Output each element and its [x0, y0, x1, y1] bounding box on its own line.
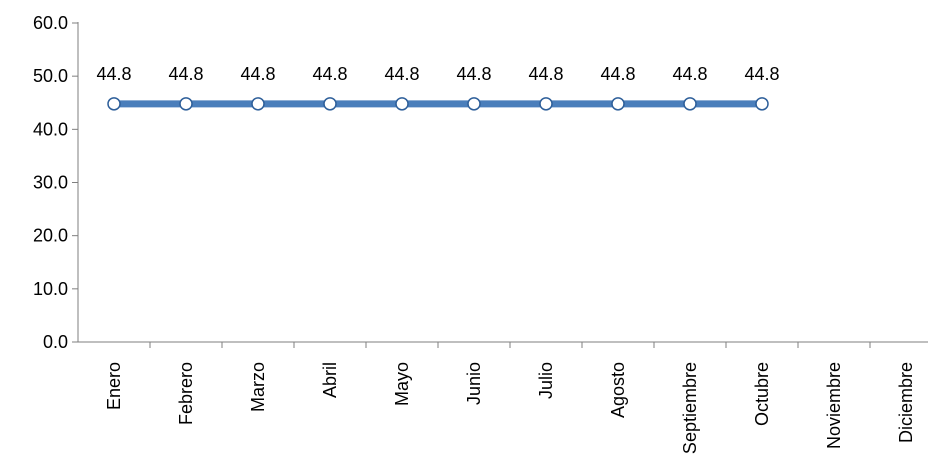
data-label: 44.8 [600, 64, 635, 84]
y-tick-label: 60.0 [33, 13, 68, 33]
data-label: 44.8 [456, 64, 491, 84]
data-label: 44.8 [96, 64, 131, 84]
y-tick-label: 30.0 [33, 173, 68, 193]
data-point [611, 97, 625, 111]
data-label-group: 44.8 44.8 44.8 44.8 44.8 44.8 44.8 44.8 44.8 44.8 [96, 64, 779, 84]
data-point [467, 97, 481, 111]
x-tick-label: Diciembre [896, 362, 916, 443]
data-label: 44.8 [744, 64, 779, 84]
series-line-group [107, 97, 769, 111]
x-tick-label: Noviembre [824, 362, 844, 449]
y-tick-label: 50.0 [33, 66, 68, 86]
data-label: 44.8 [240, 64, 275, 84]
x-tick-label: Enero [104, 362, 124, 410]
data-label: 44.8 [672, 64, 707, 84]
data-point [539, 97, 553, 111]
data-label: 44.8 [168, 64, 203, 84]
x-tick-label: Julio [536, 362, 556, 399]
x-axis: Enero Febrero Marzo Abril Mayo Junio Julio Agos… [78, 341, 928, 454]
data-label: 44.8 [528, 64, 563, 84]
data-point [251, 97, 265, 111]
y-tick-label: 0.0 [43, 332, 68, 352]
data-label: 44.8 [384, 64, 419, 84]
data-point [683, 97, 697, 111]
data-label: 44.8 [312, 64, 347, 84]
y-axis: 0.0 10.0 20.0 30.0 40.0 50.0 60.0 [33, 13, 79, 352]
y-tick-label: 10.0 [33, 279, 68, 299]
data-point [323, 97, 337, 111]
data-point [755, 97, 769, 111]
data-point [107, 97, 121, 111]
x-tick-label: Marzo [248, 362, 268, 412]
y-tick-label: 20.0 [33, 226, 68, 246]
x-tick-label: Septiembre [680, 362, 700, 454]
x-tick-label: Febrero [176, 362, 196, 425]
data-point [395, 97, 409, 111]
x-tick-label: Abril [320, 362, 340, 398]
y-tick-label: 40.0 [33, 119, 68, 139]
x-tick-label: Octubre [752, 362, 772, 426]
x-tick-label: Junio [464, 362, 484, 405]
x-tick-label: Agosto [608, 362, 628, 418]
x-tick-label: Mayo [392, 362, 412, 406]
data-point [179, 97, 193, 111]
